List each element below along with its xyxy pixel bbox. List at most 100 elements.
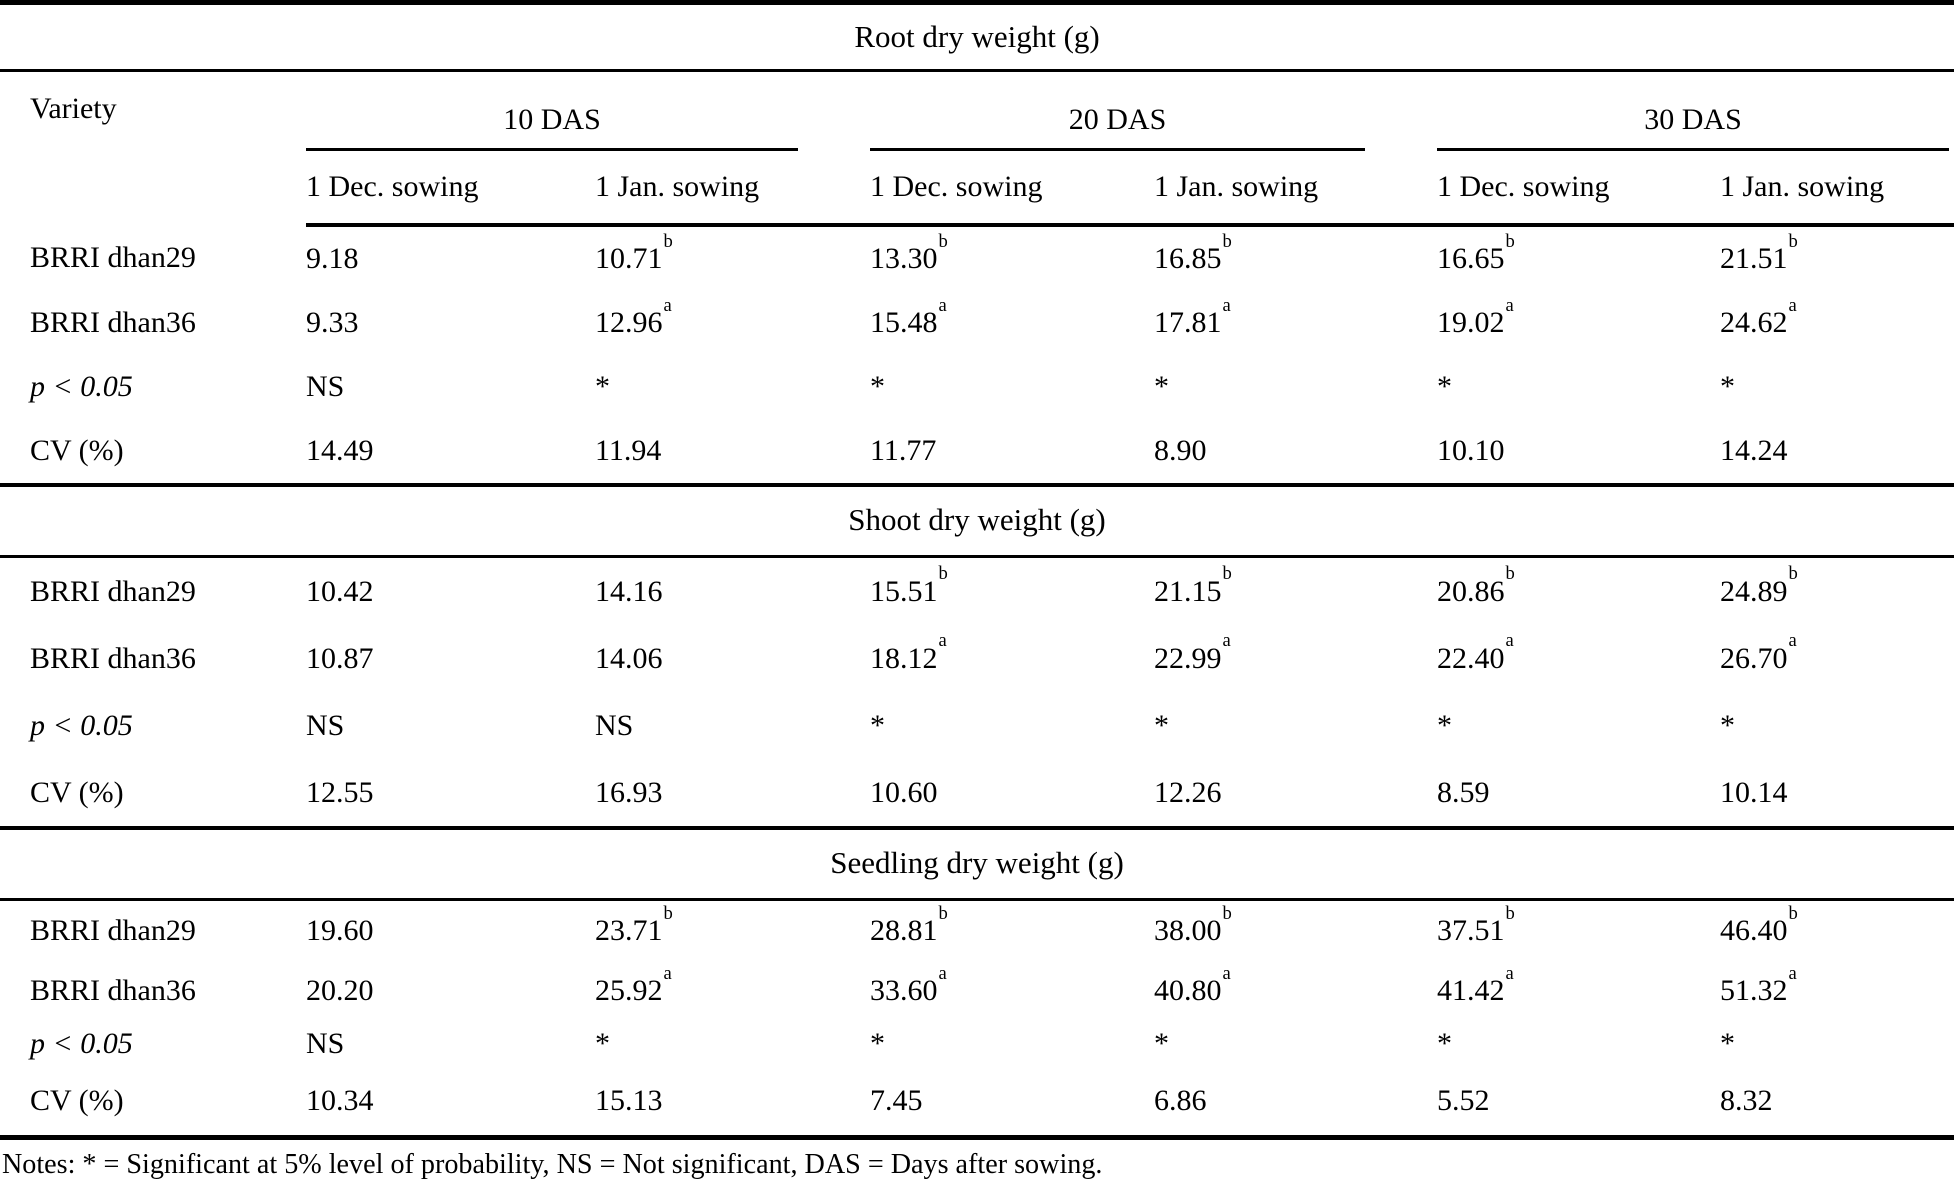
value-cell: 24.89b [1720,556,1954,625]
value-cell: 40.80a [1154,961,1437,1021]
value-text: 8.32 [1720,1084,1773,1117]
value-text: NS [306,1027,345,1060]
subheader-dec-sowing: 1 Dec. sowing [870,150,1154,227]
value-cell: 15.51b [870,556,1154,625]
significance-group-superscript: a [1505,630,1514,652]
significance-group-superscript: a [938,294,947,316]
value-text: 20.86 [1437,574,1505,608]
value-cell: 23.71b [595,899,870,961]
subheader-jan-sowing: 1 Jan. sowing [1154,150,1437,227]
table-row: BRRI dhan36 10.87 14.06 18.12a 22.99a 22.40a 2… [0,625,1954,692]
value-cell: 14.24 [1720,419,1954,485]
value-text: 8.59 [1437,775,1490,809]
value-text: 28.81 [870,914,938,947]
value-cell: 10.60 [870,759,1154,828]
value-cell: NS [306,1021,595,1067]
group-header-10das: 10 DAS [306,103,798,151]
value-text: NS [306,370,345,403]
group-header-30das-cell: 30 DAS [1437,71,1954,151]
value-text: 21.51 [1720,242,1788,275]
value-text: 9.18 [306,242,359,275]
row-label: BRRI dhan29 [30,914,196,947]
value-cell: 8.32 [1720,1067,1954,1138]
value-text: * [870,1027,885,1060]
value-cell: 9.18 [306,225,595,291]
value-text: 41.42 [1437,974,1505,1007]
value-cell: 20.20 [306,961,595,1021]
value-text: * [1437,708,1452,742]
value-cell: 26.70a [1720,625,1954,692]
row-label: p < 0.05 [30,708,133,742]
table-row: Shoot dry weight (g) [0,482,1954,558]
value-cell: 5.52 [1437,1067,1720,1138]
value-cell: * [870,1021,1154,1067]
significance-group-superscript: a [1222,294,1231,316]
value-cell: 19.02a [1437,291,1720,355]
row-label: BRRI dhan36 [30,974,196,1007]
data-table: Root dry weight (g) Variety 10 DAS 20 DA… [0,0,1954,1140]
table-row: BRRI dhan29 19.60 23.71b 28.81b 38.00b 37.51b… [0,899,1954,961]
group-header-10das-cell: 10 DAS [306,71,870,151]
value-text: * [595,370,610,403]
row-label: BRRI dhan36 [30,641,196,675]
value-text: * [1437,1027,1452,1060]
value-cell: 28.81b [870,899,1154,961]
value-text: 12.55 [306,775,374,809]
value-text: 10.10 [1437,434,1505,467]
value-text: NS [595,708,634,742]
table-row: p < 0.05 NS * * * * * [0,355,1954,419]
value-cell: 14.49 [306,419,595,485]
value-cell: * [1720,692,1954,759]
value-text: 15.51 [870,574,938,608]
value-text: 15.48 [870,306,938,339]
value-cell: NS [595,692,870,759]
value-cell: * [595,355,870,419]
value-text: 19.60 [306,914,374,947]
group-header-30das: 30 DAS [1437,103,1950,151]
value-cell: 10.87 [306,625,595,692]
value-text: * [1720,1027,1735,1060]
significance-group-superscript: a [1222,962,1231,984]
value-cell: 12.96a [595,291,870,355]
table-row: CV (%) 10.34 15.13 7.45 6.86 5.52 8.32 [0,1067,1954,1138]
significance-group-superscript: a [1788,962,1797,984]
value-text: 18.12 [870,641,938,675]
value-cell: * [870,355,1154,419]
row-label: CV (%) [30,1084,124,1117]
significance-group-superscript: b [938,563,948,585]
value-cell: * [1437,692,1720,759]
variety-column-header: Variety [30,92,117,125]
value-text: 12.96 [595,306,663,339]
significance-group-superscript: a [1222,630,1231,652]
value-cell: 37.51b [1437,899,1720,961]
value-text: 22.99 [1154,641,1222,675]
value-cell: 7.45 [870,1067,1154,1138]
value-cell: 15.48a [870,291,1154,355]
section-title-root: Root dry weight (g) [0,2,1954,72]
value-text: 17.81 [1154,306,1222,339]
group-header-20das-cell: 20 DAS [870,71,1437,151]
value-cell: 20.86b [1437,556,1720,625]
significance-group-superscript: b [663,902,673,924]
value-cell: 21.15b [1154,556,1437,625]
significance-group-superscript: a [1788,294,1797,316]
value-cell: 11.77 [870,419,1154,485]
value-text: 26.70 [1720,641,1788,675]
value-text: * [870,370,885,403]
table-row: CV (%) 12.55 16.93 10.60 12.26 8.59 10.14 [0,759,1954,828]
value-cell: 38.00b [1154,899,1437,961]
value-text: 12.26 [1154,775,1222,809]
value-text: 11.94 [595,434,662,467]
value-text: * [1720,708,1735,742]
value-text: * [1154,370,1169,403]
significance-group-superscript: b [1505,563,1515,585]
significance-group-superscript: b [1788,902,1798,924]
value-cell: 10.71b [595,225,870,291]
value-cell: 8.59 [1437,759,1720,828]
row-label: BRRI dhan29 [30,241,196,274]
value-cell: * [1154,1021,1437,1067]
value-cell: 22.40a [1437,625,1720,692]
row-label: BRRI dhan36 [30,306,196,339]
section-title-shoot: Shoot dry weight (g) [0,482,1954,558]
significance-group-superscript: b [1222,230,1232,252]
